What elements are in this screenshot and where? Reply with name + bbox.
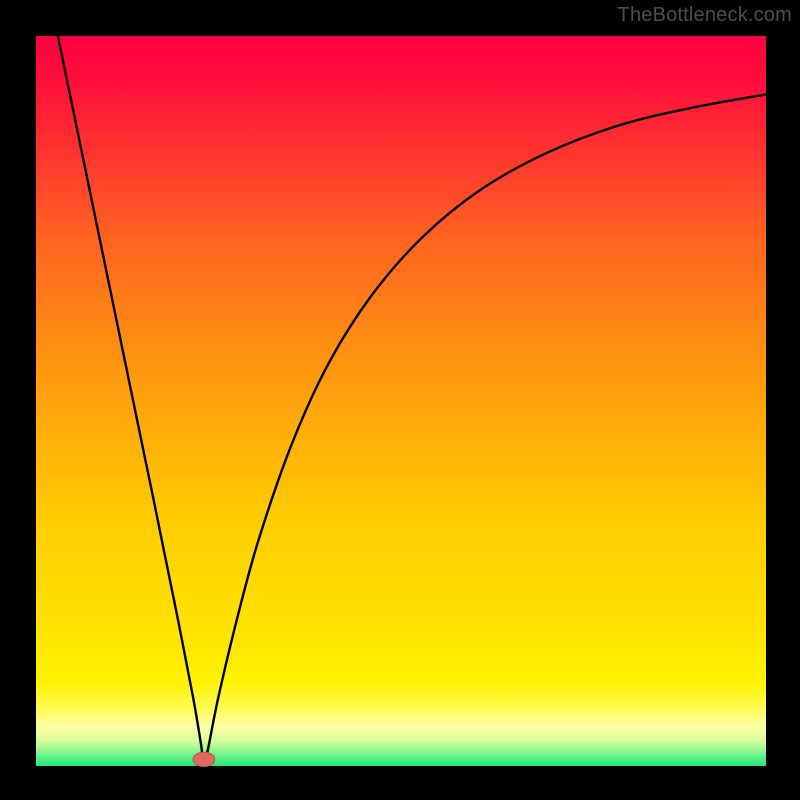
chart-svg bbox=[0, 0, 800, 800]
plot-area bbox=[36, 36, 766, 766]
minimum-marker bbox=[193, 752, 215, 767]
watermark-text: TheBottleneck.com bbox=[618, 4, 792, 27]
stage: TheBottleneck.com bbox=[0, 0, 800, 800]
